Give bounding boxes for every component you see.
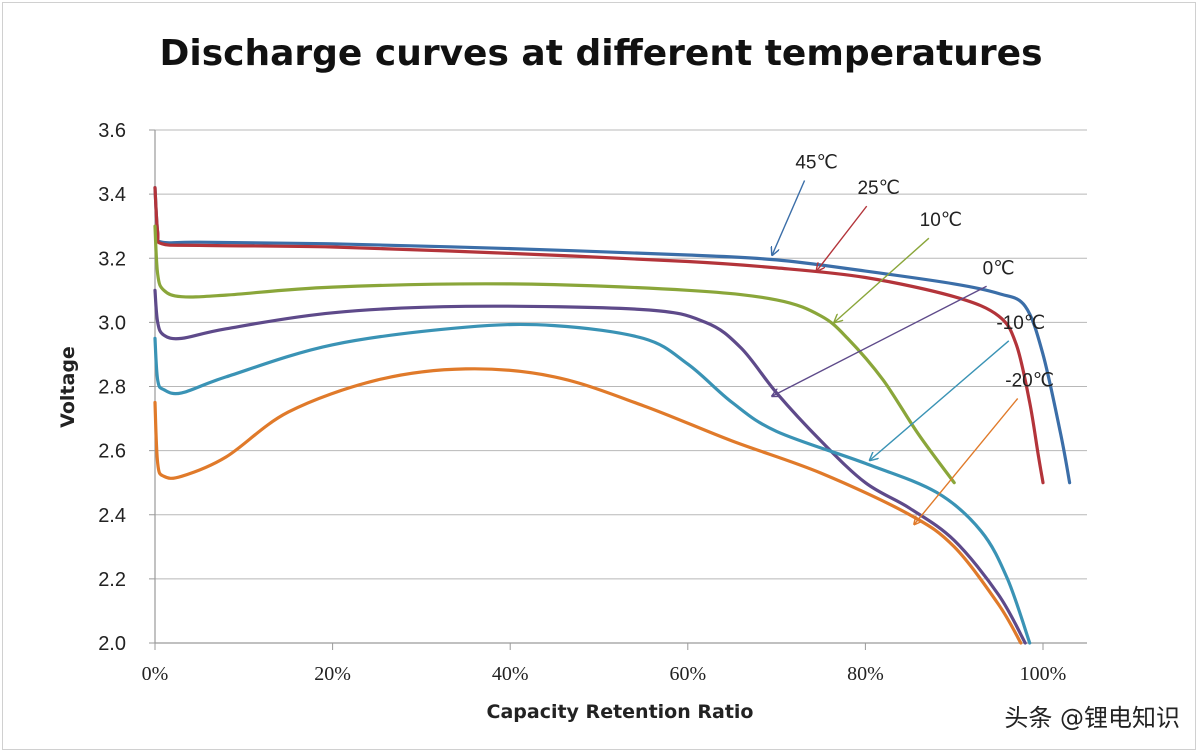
series-line-45c	[153, 186, 1072, 485]
x-axis-ticks: 0% 20% 40% 60% 80% 100%	[142, 643, 1067, 685]
x-tick-label: 0%	[142, 663, 169, 685]
series-label-10c: 10℃	[920, 210, 962, 231]
series-lines	[153, 186, 1072, 645]
series-arrow-25c	[817, 205, 868, 271]
series-arrow-minus20c	[914, 398, 1019, 525]
series-arrow-minus10c	[870, 340, 1010, 460]
series-arrow-10c	[834, 237, 930, 322]
series-arrow-45c	[772, 180, 806, 255]
y-tick-label: 3.4	[98, 184, 126, 206]
series-arrow-0c	[772, 285, 987, 396]
series-line-minus10c	[153, 322, 1032, 645]
y-tick-label: 2.8	[98, 377, 126, 399]
series-line-0c	[153, 288, 1027, 645]
x-tick-label: 40%	[492, 663, 529, 685]
chart-title: Discharge curves at different temperatur…	[159, 33, 1042, 74]
y-tick-label: 2.6	[98, 441, 126, 463]
y-tick-label: 3.2	[98, 248, 126, 270]
series-line-10c	[153, 224, 956, 485]
y-tick-label: 3.0	[98, 312, 126, 334]
x-tick-label: 60%	[669, 663, 706, 685]
series-label-minus10c: -10℃	[996, 313, 1045, 334]
y-tick-label: 2.2	[98, 569, 126, 591]
x-axis-label: Capacity Retention Ratio	[487, 701, 754, 723]
x-tick-label: 100%	[1020, 663, 1067, 685]
x-tick-label: 80%	[847, 663, 884, 685]
series-label-25c: 25℃	[857, 178, 899, 199]
series-label-45c: 45℃	[795, 152, 837, 173]
y-axis-label: Voltage	[57, 346, 79, 428]
series-line-minus20c	[153, 367, 1023, 645]
watermark: 头条 @锂电知识	[1004, 704, 1180, 732]
series-label-0c: 0℃	[983, 258, 1015, 279]
y-tick-label: 2.4	[98, 505, 126, 527]
series-line-25c	[153, 186, 1045, 485]
y-axis-ticks: 2.0 2.2 2.4 2.6 2.8 3.0 3.2 3.4 3.6	[98, 120, 155, 655]
y-tick-label: 3.6	[98, 120, 126, 142]
y-tick-label: 2.0	[98, 633, 126, 655]
x-tick-label: 20%	[314, 663, 351, 685]
series-label-minus20c: -20℃	[1005, 371, 1054, 392]
series-annotations: 45℃ 25℃ 10℃ 0℃ -10℃ -20℃	[772, 152, 1054, 524]
